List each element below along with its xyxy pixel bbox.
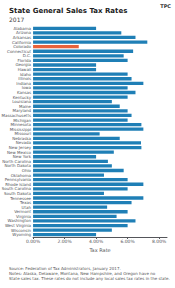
svg-text:Louisiana: Louisiana: [12, 99, 32, 105]
svg-text:Tennessee: Tennessee: [10, 195, 32, 201]
svg-text:Kentucky: Kentucky: [12, 94, 32, 100]
svg-text:Rhode Island: Rhode Island: [5, 181, 32, 187]
svg-text:Washington: Washington: [7, 218, 32, 224]
svg-text:0.00%: 0.00%: [26, 239, 41, 244]
svg-text:4.00%: 4.00%: [89, 239, 104, 244]
svg-text:Notes: Alaska, Delaware, Monta: Notes: Alaska, Delaware, Montana, New Ha…: [9, 271, 156, 276]
svg-text:Kansas: Kansas: [16, 90, 32, 95]
svg-text:Mississippi: Mississippi: [9, 126, 32, 132]
svg-text:Texas: Texas: [20, 200, 32, 206]
svg-text:Arkansas: Arkansas: [12, 35, 32, 40]
svg-text:Nebraska: Nebraska: [12, 135, 32, 141]
svg-text:State General Sales Tax Rates: State General Sales Tax Rates: [9, 7, 127, 15]
svg-text:Maryland: Maryland: [12, 108, 32, 114]
svg-text:Nevada: Nevada: [15, 140, 32, 146]
svg-text:D.C.: D.C.: [22, 53, 32, 59]
svg-text:Connecticut: Connecticut: [7, 48, 32, 54]
svg-text:West Virginia: West Virginia: [4, 223, 32, 228]
svg-text:Wisconsin: Wisconsin: [11, 227, 32, 233]
svg-text:Wyoming: Wyoming: [12, 232, 31, 237]
svg-text:2017: 2017: [9, 16, 24, 23]
svg-text:California: California: [12, 39, 32, 45]
svg-text:Hawaii: Hawaii: [17, 67, 32, 73]
svg-text:Missouri: Missouri: [14, 131, 32, 137]
svg-text:Oklahoma: Oklahoma: [10, 172, 32, 178]
svg-text:Colorado: Colorado: [13, 44, 32, 50]
svg-text:State sales tax. These rates d: State sales tax. These rates do not incl…: [9, 276, 170, 281]
svg-text:South Dakota: South Dakota: [4, 190, 32, 196]
svg-text:Massachusetts: Massachusetts: [1, 112, 32, 118]
svg-text:South Carolina: South Carolina: [1, 186, 32, 192]
svg-text:Idaho: Idaho: [19, 71, 32, 77]
svg-text:Florida: Florida: [17, 57, 32, 63]
svg-text:North Carolina: North Carolina: [2, 158, 32, 164]
svg-text:New Jersey: New Jersey: [8, 145, 32, 151]
svg-text:Tax Rate: Tax Rate: [88, 247, 110, 253]
svg-text:New Mexico: New Mexico: [7, 149, 32, 155]
svg-text:Utah: Utah: [21, 204, 32, 210]
svg-text:Ohio: Ohio: [21, 168, 32, 173]
svg-text:Indiana: Indiana: [16, 80, 32, 86]
svg-text:Source: Federation of Tax Admi: Source: Federation of Tax Administrators…: [9, 266, 121, 271]
svg-text:TPC: TPC: [160, 3, 171, 9]
svg-text:Iowa: Iowa: [21, 85, 32, 91]
svg-text:New York: New York: [12, 154, 32, 160]
svg-text:Illinois: Illinois: [18, 76, 32, 82]
svg-text:Pennsylvania: Pennsylvania: [4, 177, 32, 183]
svg-text:2.00%: 2.00%: [57, 239, 72, 244]
svg-text:8.00%: 8.00%: [152, 239, 167, 244]
svg-text:Arizona: Arizona: [16, 30, 32, 36]
svg-text:6.00%: 6.00%: [120, 239, 135, 244]
svg-text:Alabama: Alabama: [13, 25, 32, 31]
svg-text:Minnesota: Minnesota: [10, 122, 32, 128]
svg-text:Georgia: Georgia: [15, 62, 32, 68]
svg-text:Vermont: Vermont: [14, 209, 32, 215]
svg-text:Virginia: Virginia: [16, 213, 32, 219]
svg-text:Maine: Maine: [19, 103, 32, 109]
svg-text:Michigan: Michigan: [13, 117, 32, 123]
svg-text:North Dakota: North Dakota: [4, 163, 32, 169]
